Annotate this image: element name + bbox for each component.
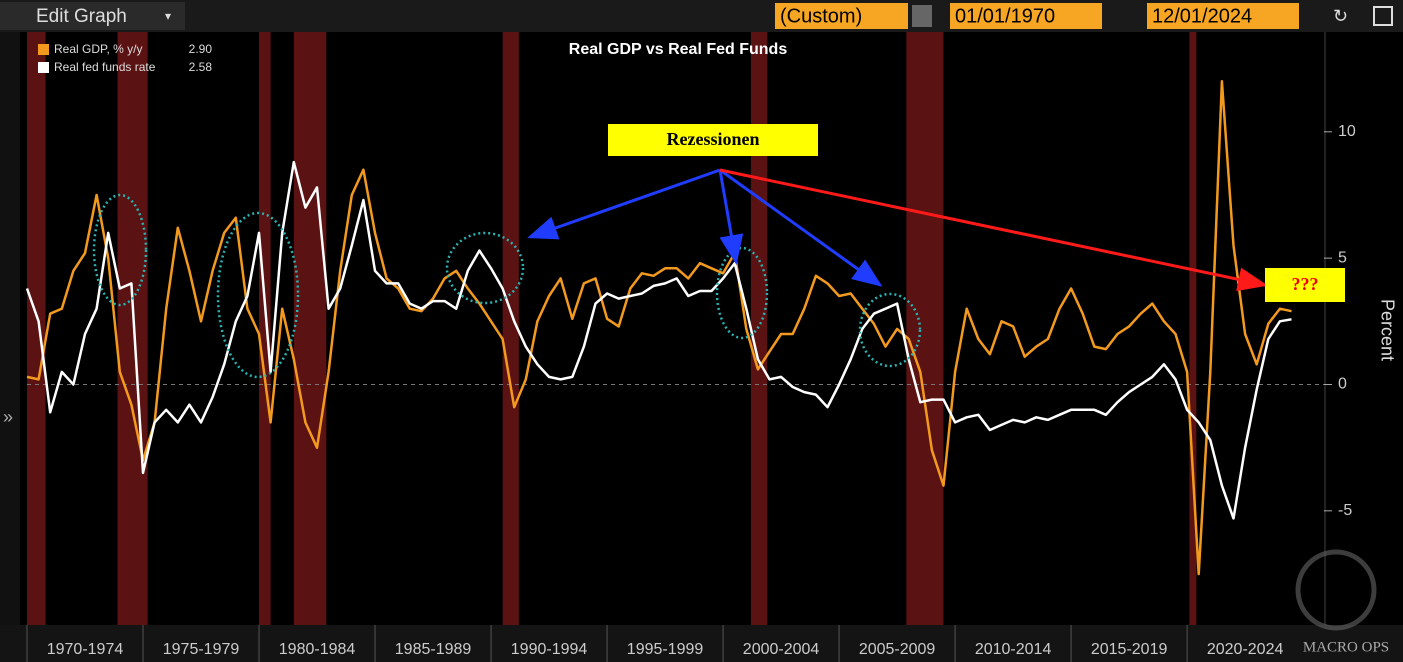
series-line <box>26 80 1292 576</box>
preset-dropdown[interactable] <box>912 5 932 27</box>
circle <box>445 231 525 305</box>
x-axis-strip <box>0 625 1403 662</box>
end-date[interactable]: 12/01/2024 <box>1152 5 1252 27</box>
y-axis-title: Percent <box>1377 299 1397 361</box>
x-tick-label: 2020-2024 <box>1207 641 1284 658</box>
arrow <box>719 168 1268 292</box>
legend-label: Real GDP, % y/y <box>54 42 142 56</box>
edit-button[interactable] <box>0 2 185 30</box>
plot <box>25 80 1324 576</box>
annotation-box <box>608 124 818 156</box>
recession-band <box>293 32 327 625</box>
x-tick-label: 1985-1989 <box>395 641 472 658</box>
recession-band <box>502 32 519 625</box>
edit-label[interactable]: Edit Graph <box>36 6 127 27</box>
y-tick-label: -5 <box>1338 502 1352 519</box>
recession-band <box>117 32 148 625</box>
arrows <box>527 168 1268 292</box>
edit-caret: ▾ <box>165 9 171 23</box>
recession-band <box>27 32 46 625</box>
highlight-circles <box>92 193 922 379</box>
circle <box>92 193 148 307</box>
expand-icon[interactable]: » <box>3 407 13 427</box>
watermark: MACRO OPS <box>1303 639 1389 655</box>
annotation: Rezessionen <box>667 129 760 149</box>
circle <box>715 246 769 340</box>
preset-field[interactable] <box>775 3 908 29</box>
chart-title: Real GDP vs Real Fed Funds <box>569 41 788 58</box>
legend-swatch <box>38 44 49 55</box>
x-tick-label: 1990-1994 <box>511 641 588 658</box>
y-tick-label: 0 <box>1338 376 1347 393</box>
arrow <box>527 168 721 240</box>
refresh-icon[interactable]: ↻ <box>1333 6 1348 26</box>
legend-value: 2.58 <box>189 60 213 74</box>
x-tick-label: 2005-2009 <box>859 641 936 658</box>
x-tick-label: 1975-1979 <box>163 641 240 658</box>
x-tick-label: 2015-2019 <box>1091 641 1168 658</box>
arrow <box>719 168 883 287</box>
x-tick-label: 1995-1999 <box>627 641 704 658</box>
series-line <box>25 160 1292 520</box>
circle <box>858 292 922 368</box>
watermark-logo <box>1295 549 1377 631</box>
popout-icon[interactable] <box>1373 6 1393 26</box>
x-tick-label: 2000-2004 <box>743 641 820 658</box>
legend-label: Real fed funds rate <box>54 60 156 74</box>
y-tick-label: 10 <box>1338 123 1356 140</box>
x-tick-label: 1980-1984 <box>279 641 356 658</box>
recession-band <box>1189 32 1197 625</box>
start-date[interactable]: 01/01/1970 <box>955 5 1055 27</box>
x-tick-label: 1970-1974 <box>47 641 124 658</box>
recession-band <box>906 32 944 625</box>
circle <box>216 211 300 379</box>
start-field[interactable] <box>950 3 1102 29</box>
end-field[interactable] <box>1147 3 1299 29</box>
recession-band <box>259 32 271 625</box>
recession-band <box>750 32 768 625</box>
x-tick-label: 2010-2014 <box>975 641 1052 658</box>
y-tick-label: 5 <box>1338 249 1347 266</box>
preset-label[interactable]: (Custom) <box>780 5 862 27</box>
legend-swatch <box>38 62 49 73</box>
side-strip <box>0 32 20 625</box>
annotation: ??? <box>1292 274 1319 294</box>
annotation-box <box>1265 268 1345 302</box>
arrow <box>718 169 744 265</box>
legend-value: 2.90 <box>189 42 213 56</box>
